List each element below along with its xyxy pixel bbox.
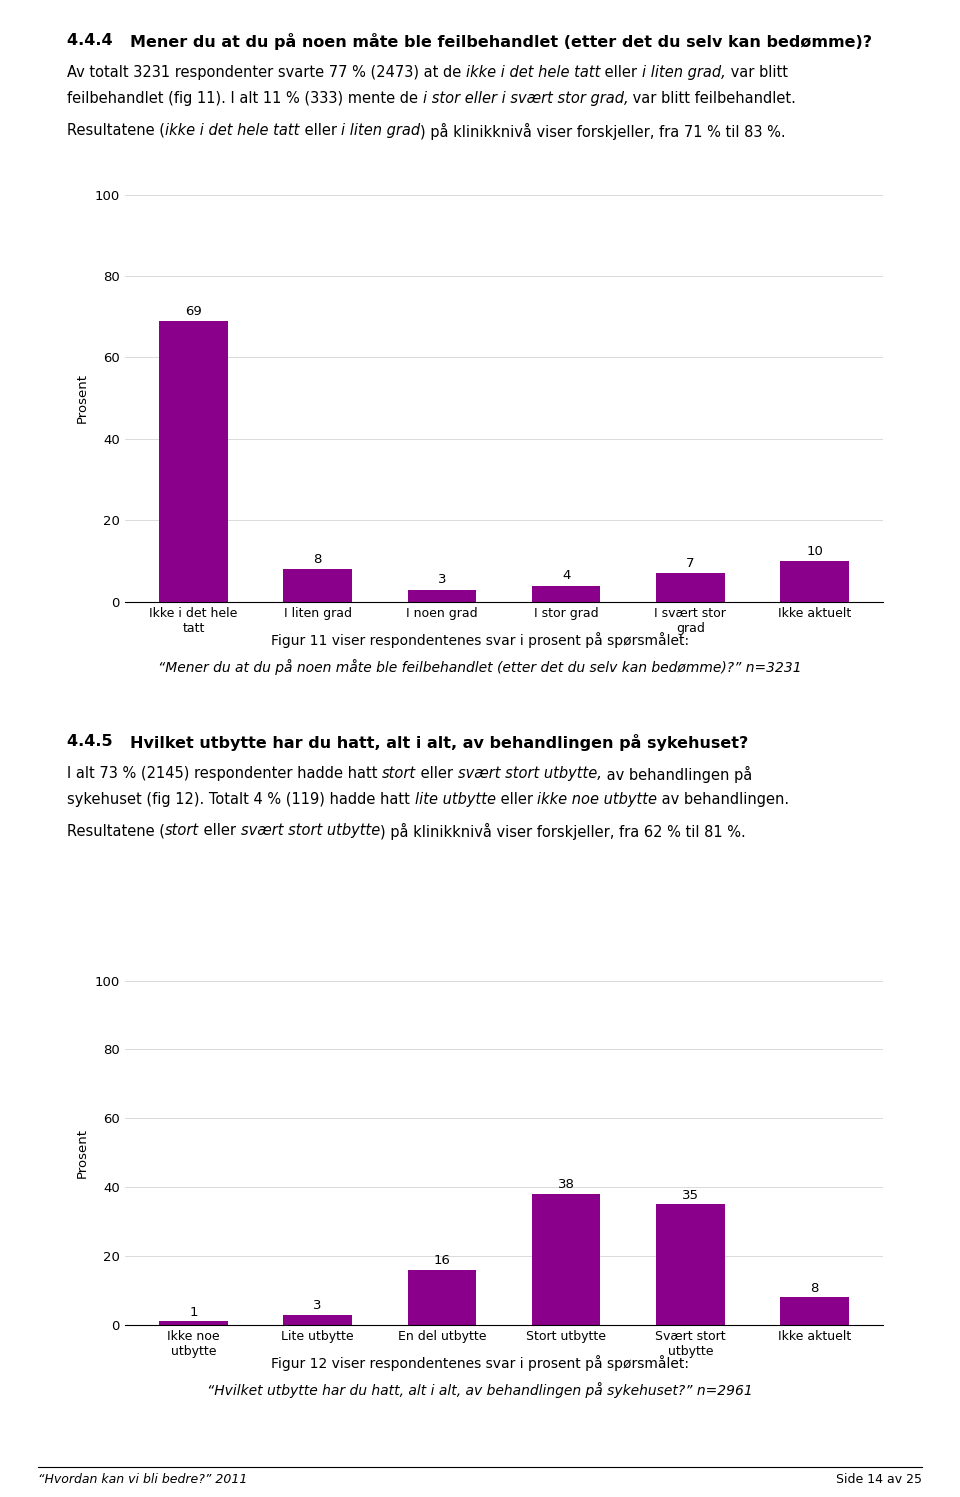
Bar bbox=[159, 320, 228, 602]
Bar bbox=[657, 573, 725, 602]
Text: i liten grad,: i liten grad, bbox=[642, 64, 726, 81]
Text: 4.4.5: 4.4.5 bbox=[67, 734, 130, 748]
Text: 8: 8 bbox=[810, 1281, 819, 1295]
Text: eller: eller bbox=[417, 766, 458, 781]
Text: “Hvilket utbytte har du hatt, alt i alt, av behandlingen på sykehuset?” n=2961: “Hvilket utbytte har du hatt, alt i alt,… bbox=[207, 1382, 753, 1398]
Bar bbox=[408, 590, 476, 602]
Text: 4.4.4: 4.4.4 bbox=[67, 33, 130, 48]
Text: eller: eller bbox=[495, 792, 538, 807]
Text: Figur 12 viser respondentenes svar i prosent på spørsmålet:: Figur 12 viser respondentenes svar i pro… bbox=[271, 1355, 689, 1371]
Text: var blitt feilbehandlet.: var blitt feilbehandlet. bbox=[629, 91, 797, 106]
Text: stort: stort bbox=[165, 823, 200, 838]
Text: svært stort utbytte: svært stort utbytte bbox=[241, 823, 380, 838]
Text: 38: 38 bbox=[558, 1178, 574, 1192]
Text: svært stort utbytte,: svært stort utbytte, bbox=[458, 766, 602, 781]
Text: Av totalt 3231 respondenter svarte 77 % (2473) at de: Av totalt 3231 respondenter svarte 77 % … bbox=[67, 64, 466, 81]
Text: ikke i det hele tatt: ikke i det hele tatt bbox=[165, 123, 300, 138]
Text: Mener du at du på noen måte ble feilbehandlet (etter det du selv kan bedømme)?: Mener du at du på noen måte ble feilbeha… bbox=[130, 33, 872, 49]
Y-axis label: Prosent: Prosent bbox=[76, 373, 89, 424]
Text: ) på klinikknivå viser forskjeller, fra 62 % til 81 %.: ) på klinikknivå viser forskjeller, fra … bbox=[380, 823, 746, 840]
Text: sykehuset (fig 12). Totalt 4 % (119) hadde hatt: sykehuset (fig 12). Totalt 4 % (119) had… bbox=[67, 792, 415, 807]
Bar bbox=[532, 1195, 600, 1325]
Text: av behandlingen på: av behandlingen på bbox=[602, 766, 753, 783]
Bar bbox=[408, 1269, 476, 1325]
Text: eller: eller bbox=[600, 64, 642, 81]
Text: ) på klinikknivå viser forskjeller, fra 71 % til 83 %.: ) på klinikknivå viser forskjeller, fra … bbox=[420, 123, 786, 139]
Text: Hvilket utbytte har du hatt, alt i alt, av behandlingen på sykehuset?: Hvilket utbytte har du hatt, alt i alt, … bbox=[130, 734, 748, 750]
Text: stort: stort bbox=[382, 766, 417, 781]
Text: 4: 4 bbox=[562, 569, 570, 582]
Text: av behandlingen.: av behandlingen. bbox=[658, 792, 789, 807]
Text: “Hvordan kan vi bli bedre?” 2011: “Hvordan kan vi bli bedre?” 2011 bbox=[38, 1473, 248, 1487]
Text: Figur 11 viser respondentenes svar i prosent på spørsmålet:: Figur 11 viser respondentenes svar i pro… bbox=[271, 632, 689, 648]
Text: eller: eller bbox=[300, 123, 341, 138]
Text: Resultatene (: Resultatene ( bbox=[67, 123, 165, 138]
Text: i liten grad: i liten grad bbox=[341, 123, 420, 138]
Text: 3: 3 bbox=[438, 573, 446, 587]
Text: i stor eller i svært stor grad,: i stor eller i svært stor grad, bbox=[422, 91, 629, 106]
Bar bbox=[283, 569, 351, 602]
Text: feilbehandlet (fig 11). I alt 11 % (333) mente de: feilbehandlet (fig 11). I alt 11 % (333)… bbox=[67, 91, 422, 106]
Text: Side 14 av 25: Side 14 av 25 bbox=[835, 1473, 922, 1487]
Bar bbox=[780, 1298, 849, 1325]
Text: 69: 69 bbox=[185, 304, 202, 317]
Text: 35: 35 bbox=[682, 1189, 699, 1202]
Text: 16: 16 bbox=[434, 1254, 450, 1266]
Text: 7: 7 bbox=[686, 557, 695, 570]
Bar bbox=[532, 585, 600, 602]
Bar bbox=[780, 561, 849, 602]
Bar bbox=[283, 1314, 351, 1325]
Text: ikke i det hele tatt: ikke i det hele tatt bbox=[466, 64, 600, 81]
Text: 10: 10 bbox=[806, 545, 823, 558]
Text: Resultatene (: Resultatene ( bbox=[67, 823, 165, 838]
Text: eller: eller bbox=[200, 823, 241, 838]
Text: var blitt: var blitt bbox=[726, 64, 788, 81]
Text: 1: 1 bbox=[189, 1305, 198, 1319]
Bar bbox=[657, 1204, 725, 1325]
Text: 3: 3 bbox=[313, 1299, 322, 1311]
Text: lite utbytte: lite utbytte bbox=[415, 792, 495, 807]
Text: 8: 8 bbox=[314, 552, 322, 566]
Text: “Mener du at du på noen måte ble feilbehandlet (etter det du selv kan bedømme)?”: “Mener du at du på noen måte ble feilbeh… bbox=[158, 659, 802, 675]
Text: I alt 73 % (2145) respondenter hadde hatt: I alt 73 % (2145) respondenter hadde hat… bbox=[67, 766, 382, 781]
Bar bbox=[159, 1322, 228, 1325]
Text: ikke noe utbytte: ikke noe utbytte bbox=[538, 792, 658, 807]
Y-axis label: Prosent: Prosent bbox=[76, 1127, 89, 1178]
